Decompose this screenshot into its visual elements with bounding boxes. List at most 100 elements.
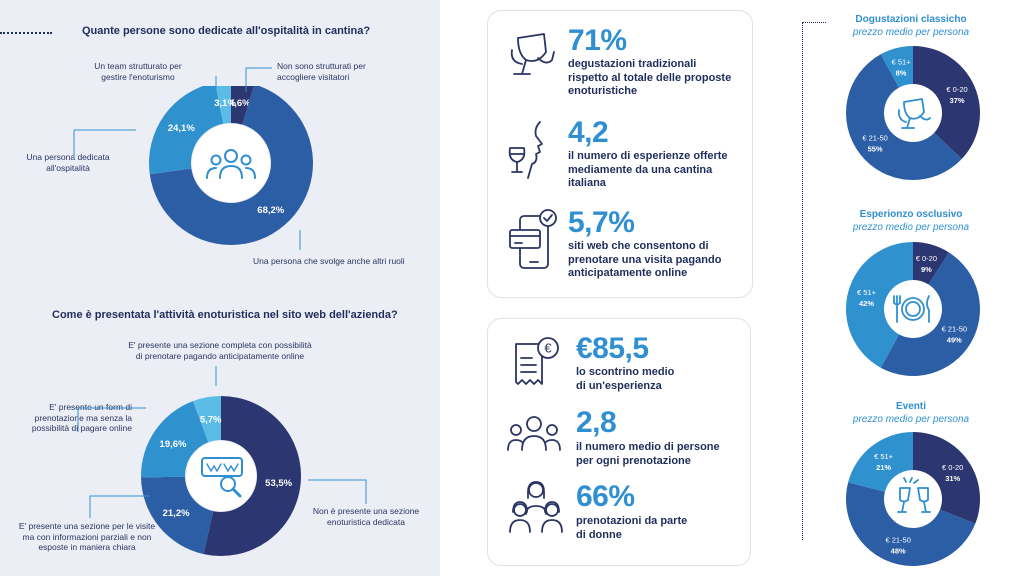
label-sezione-completa: E' presente una sezione completa con pos…: [128, 340, 312, 361]
receipt-euro-icon: €: [515, 337, 559, 385]
donut-slice: [192, 396, 221, 443]
slice-range-label: € 21-50: [885, 536, 910, 545]
right-title-1: Dogustazioni classicho: [855, 14, 967, 25]
chart1-title: Quante persone sono dedicate all'ospital…: [82, 25, 371, 37]
donut-price-degustazioni: € 0-20 37% € 21-50 55% € 51+ 8%: [846, 46, 980, 181]
leader-line: [89, 495, 150, 518]
leader-line: [73, 129, 136, 158]
leader-lines-1: [73, 67, 301, 250]
donut-price-eventi: € 0-20 31% € 21-50 48% € 51+ 21%: [846, 432, 980, 566]
plate-cutlery-icon: [893, 295, 930, 323]
left-panel: Quante persone sono dedicate all'ospital…: [0, 0, 440, 576]
slice-value-label: 68,2%: [257, 205, 284, 216]
women-group-icon: [509, 481, 563, 533]
donut-center: [885, 85, 941, 141]
label-altri-ruoli: Una persona che svolge anche altri ruoli: [253, 256, 405, 266]
svg-text:€: €: [544, 341, 552, 356]
stat-5-7-text: siti web che consentono di prenotare una …: [568, 240, 722, 279]
slice-value-label: 21%: [876, 463, 891, 472]
label-team: Un team strutturato per gestire l'enoturi…: [94, 61, 182, 82]
slice-value-label: 21,2%: [163, 508, 190, 519]
label-form-prenotazione: E' presente un form di prenotazione ma se…: [31, 402, 132, 433]
donut-slice: [913, 242, 949, 285]
slice-value-label: 19,6%: [160, 439, 187, 450]
slice-value-label: 49%: [947, 335, 962, 344]
right-subtitle-3: prezzo medio per persona: [852, 414, 970, 425]
slice-value-label: 5,7%: [200, 414, 222, 425]
donut-slice: [848, 432, 913, 492]
stat-4-2: 4,2: [568, 116, 609, 149]
label-persona-dedicata: Una persona dedicata all'ospitalità: [26, 152, 110, 173]
donut-chart-website: 53,5% 21,2% 19,6% 5,7%: [141, 396, 301, 556]
slice-range-label: € 51+: [874, 452, 894, 461]
donut-slice: [203, 396, 301, 556]
mobile-payment-icon: [509, 209, 557, 269]
donut-slice: [149, 86, 313, 245]
stat-5-7: 5,7%: [568, 206, 635, 239]
label-non-presente: Non è presente una sezione enoturistica d…: [312, 506, 420, 527]
stats-card-experiences: [487, 10, 753, 298]
web-search-icon: [201, 457, 243, 498]
leader-lines-2: [77, 366, 367, 518]
stat-2-8-text: il numero medio di persone per ogni preno…: [576, 441, 720, 467]
wine-glass-hand-icon: [897, 98, 931, 129]
people-group-icon: [206, 149, 256, 179]
donut-center: [885, 471, 941, 527]
slice-range-label: € 51+: [892, 58, 912, 67]
donut-slice: [846, 54, 962, 181]
label-sezione-parziale: E' presente una sezione per le visite ma …: [18, 521, 156, 552]
wine-glass-hand-icon: [510, 33, 555, 75]
slice-range-label: € 21-50: [942, 324, 967, 333]
people-group-icon: [507, 416, 561, 451]
dotted-vertical-divider: [802, 22, 803, 540]
slice-value-label: 31%: [945, 474, 960, 483]
donut-price-esperienze: € 0-20 9% € 21-50 49% € 51+ 42%: [846, 242, 981, 377]
slice-value-label: 24,1%: [168, 123, 195, 134]
donut-slice: [149, 86, 224, 175]
slice-value-label: 9%: [921, 265, 932, 274]
slice-value-label: 37%: [950, 96, 965, 105]
stat-66: 66%: [576, 480, 635, 513]
toast-glasses-icon: [897, 477, 931, 513]
donut-slice: [880, 252, 981, 377]
wine-tasting-icon: [508, 121, 543, 179]
dotted-divider: [0, 32, 52, 34]
slice-range-label: € 21-50: [862, 133, 887, 142]
donut-slice: [141, 401, 209, 478]
slice-range-label: € 0-20: [946, 85, 967, 94]
slice-value-label: 53,5%: [265, 478, 292, 489]
slice-value-label: 55%: [868, 144, 883, 153]
slice-range-label: € 0-20: [942, 463, 963, 472]
slice-value-label: 48%: [891, 547, 906, 556]
donut-slice: [913, 46, 980, 159]
slice-range-label: € 51+: [857, 288, 877, 297]
right-subtitle-1: prezzo medio per persona: [852, 27, 970, 38]
donut-slice: [846, 482, 976, 566]
donut-chart-staffing: 4,6% 68,2% 24,1% 3,1%: [149, 86, 313, 245]
stat-71-text: degustazioni tradizionali rispetto al tot…: [568, 58, 732, 97]
leader-line: [245, 67, 272, 92]
slice-value-label: 42%: [859, 299, 874, 308]
right-title-3: Eventi: [895, 401, 926, 412]
slice-value-label: 3,1%: [214, 98, 236, 109]
stat-85-5: €85,5: [576, 332, 649, 365]
stat-71: 71%: [568, 24, 627, 57]
leader-line: [77, 407, 146, 432]
slice-value-label: 8%: [896, 69, 907, 78]
slice-value-label: 4,6%: [229, 98, 251, 109]
donut-slice: [880, 46, 913, 88]
slice-range-label: € 0-20: [916, 254, 937, 263]
stat-66-text: prenotazioni da parte di donne: [576, 515, 688, 541]
right-title-2: Esperionzo osclusivo: [859, 209, 963, 220]
chart2-title: Come è presentata l'attività enoturistic…: [52, 309, 398, 321]
stats-card-bookings: [487, 318, 751, 566]
label-non-strutturati: Non sono strutturati per accogliere visit…: [277, 61, 366, 82]
donut-slice: [141, 476, 214, 555]
leader-line: [308, 479, 367, 504]
right-subtitle-2: prezzo medio per persona: [852, 222, 970, 233]
donut-slice: [846, 242, 913, 368]
dotted-connector: [802, 22, 826, 23]
stat-85-5-text: lo scontrino medio di un'esperienza: [576, 366, 675, 392]
stat-2-8: 2,8: [576, 406, 617, 439]
donut-slice: [215, 86, 231, 124]
